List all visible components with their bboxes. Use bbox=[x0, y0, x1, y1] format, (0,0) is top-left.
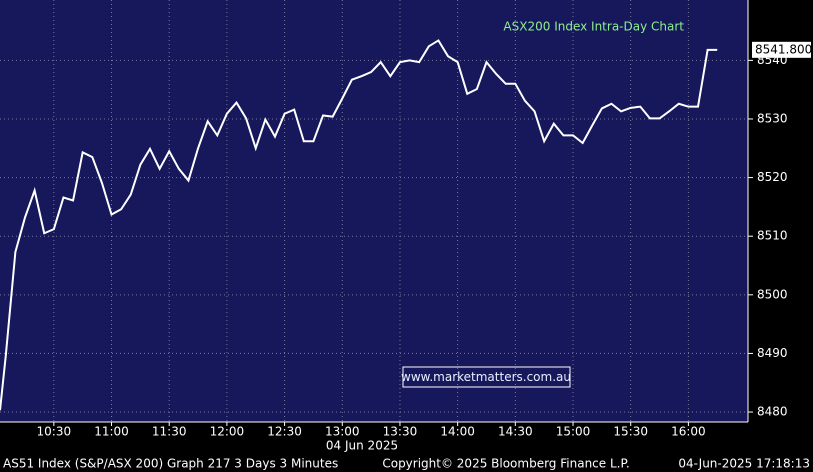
chart-title: ASX200 Index Intra-Day Chart bbox=[503, 20, 684, 34]
x-tick-label: 10:30 bbox=[37, 425, 72, 439]
x-tick-label: 11:30 bbox=[152, 425, 187, 439]
last-price-box bbox=[752, 41, 811, 58]
plot-area bbox=[0, 0, 748, 422]
last-price-label: 8541.800 bbox=[755, 42, 812, 56]
x-tick-label: 14:00 bbox=[440, 425, 475, 439]
x-tick-label: 16:00 bbox=[671, 425, 706, 439]
x-tick-label: 14:30 bbox=[498, 425, 533, 439]
y-tick-label: 8510 bbox=[757, 229, 788, 243]
y-tick-label: 8480 bbox=[757, 405, 788, 419]
x-tick-label: 15:00 bbox=[556, 425, 591, 439]
watermark: www.marketmatters.com.au bbox=[401, 370, 571, 384]
footer-left: AS51 Index (S&P/ASX 200) Graph 217 3 Day… bbox=[3, 457, 338, 471]
x-axis-label: 04 Jun 2025 bbox=[326, 439, 398, 453]
price-line bbox=[0, 39, 718, 411]
y-tick-label: 8530 bbox=[757, 111, 788, 125]
x-tick-label: 12:00 bbox=[210, 425, 245, 439]
y-tick-label: 8500 bbox=[757, 287, 788, 301]
footer-center: Copyright© 2025 Bloomberg Finance L.P. bbox=[382, 457, 629, 471]
x-tick-label: 13:30 bbox=[383, 425, 418, 439]
footer-right: 04-Jun-2025 17:18:13 bbox=[678, 457, 810, 471]
x-tick-label: 15:30 bbox=[613, 425, 648, 439]
y-tick-label: 8520 bbox=[757, 170, 788, 184]
x-tick-label: 12:30 bbox=[267, 425, 302, 439]
y-tick-label: 8490 bbox=[757, 346, 788, 360]
watermark-box bbox=[402, 366, 571, 388]
x-tick-label: 11:00 bbox=[94, 425, 129, 439]
x-tick-label: 13:00 bbox=[325, 425, 360, 439]
